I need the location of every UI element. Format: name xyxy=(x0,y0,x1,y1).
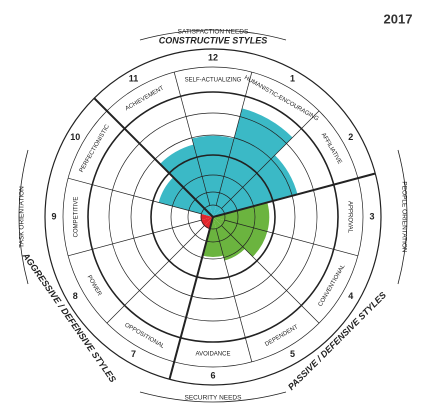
need-label: SECURITY NEEDS xyxy=(185,395,243,402)
style-wedge xyxy=(213,108,293,217)
spoke xyxy=(168,216,214,380)
ring xyxy=(170,174,256,260)
segment-number: 6 xyxy=(210,370,215,380)
group-label: AGGRESSIVE / DEFENSIVE STYLES xyxy=(20,250,118,384)
segment-label: CONVENTIONAL xyxy=(318,263,347,308)
segment-number: 3 xyxy=(369,211,374,221)
segment-label: OPPOSITIONAL xyxy=(123,322,165,350)
style-wedge xyxy=(213,202,270,232)
segment-label: COMPETITIVE xyxy=(74,197,80,238)
need-arrow xyxy=(139,391,287,403)
ring xyxy=(87,91,339,343)
style-wedge xyxy=(159,144,213,217)
style-wedge xyxy=(202,217,224,257)
style-wedge xyxy=(158,177,213,217)
spoke xyxy=(68,219,202,257)
style-wedge xyxy=(213,217,245,261)
year: 2017 xyxy=(384,11,413,26)
spoke xyxy=(93,97,214,218)
segment-label: APPROVAL xyxy=(346,201,352,234)
ring xyxy=(130,134,296,300)
spoke xyxy=(215,72,253,206)
need-arrow xyxy=(397,149,408,285)
style-wedge xyxy=(200,217,213,226)
need-arrow xyxy=(18,149,29,285)
need-label: SATISFACTION NEEDS xyxy=(178,29,249,36)
spoke xyxy=(212,172,376,218)
need-label: TASK ORIENTATION xyxy=(19,186,26,248)
group-label: CONSTRUCTIVE STYLES xyxy=(159,35,268,45)
segment-label: AFFILIATIVE xyxy=(320,132,343,165)
ring xyxy=(200,204,226,230)
segment-number: 5 xyxy=(290,349,295,359)
spoke xyxy=(224,219,358,257)
spoke xyxy=(106,225,205,324)
ring xyxy=(187,191,239,243)
segment-number: 10 xyxy=(70,132,80,142)
style-wedge xyxy=(204,217,213,230)
segment-number: 4 xyxy=(348,291,353,301)
segment-number: 9 xyxy=(51,211,56,221)
spoke xyxy=(215,228,253,362)
segment-label: PERFECTIONISTIC xyxy=(79,123,112,173)
ring xyxy=(108,112,318,322)
spoke xyxy=(173,72,211,206)
spoke xyxy=(68,177,202,215)
segment-number: 7 xyxy=(131,349,136,359)
spoke xyxy=(221,225,320,324)
segment-label: SELF-ACTUALIZING xyxy=(185,78,242,84)
style-wedge xyxy=(200,213,213,221)
segment-number: 8 xyxy=(73,291,78,301)
ring xyxy=(150,154,276,280)
segment-number: 2 xyxy=(348,132,353,142)
segment-label: POWER xyxy=(86,274,103,297)
segment-number: 1 xyxy=(290,74,295,84)
segment-number: 11 xyxy=(129,74,139,84)
style-wedge xyxy=(213,217,268,257)
ring xyxy=(44,48,382,386)
segment-label: AVOIDANCE xyxy=(196,352,231,358)
spoke xyxy=(221,110,320,209)
ring xyxy=(62,66,364,368)
style-wedge xyxy=(213,155,298,217)
need-arrow xyxy=(139,29,287,41)
segment-number: 12 xyxy=(208,52,218,62)
need-label: PEOPLE ORIENTATION xyxy=(400,181,407,253)
segment-label: ACHIEVEMENT xyxy=(125,85,166,112)
